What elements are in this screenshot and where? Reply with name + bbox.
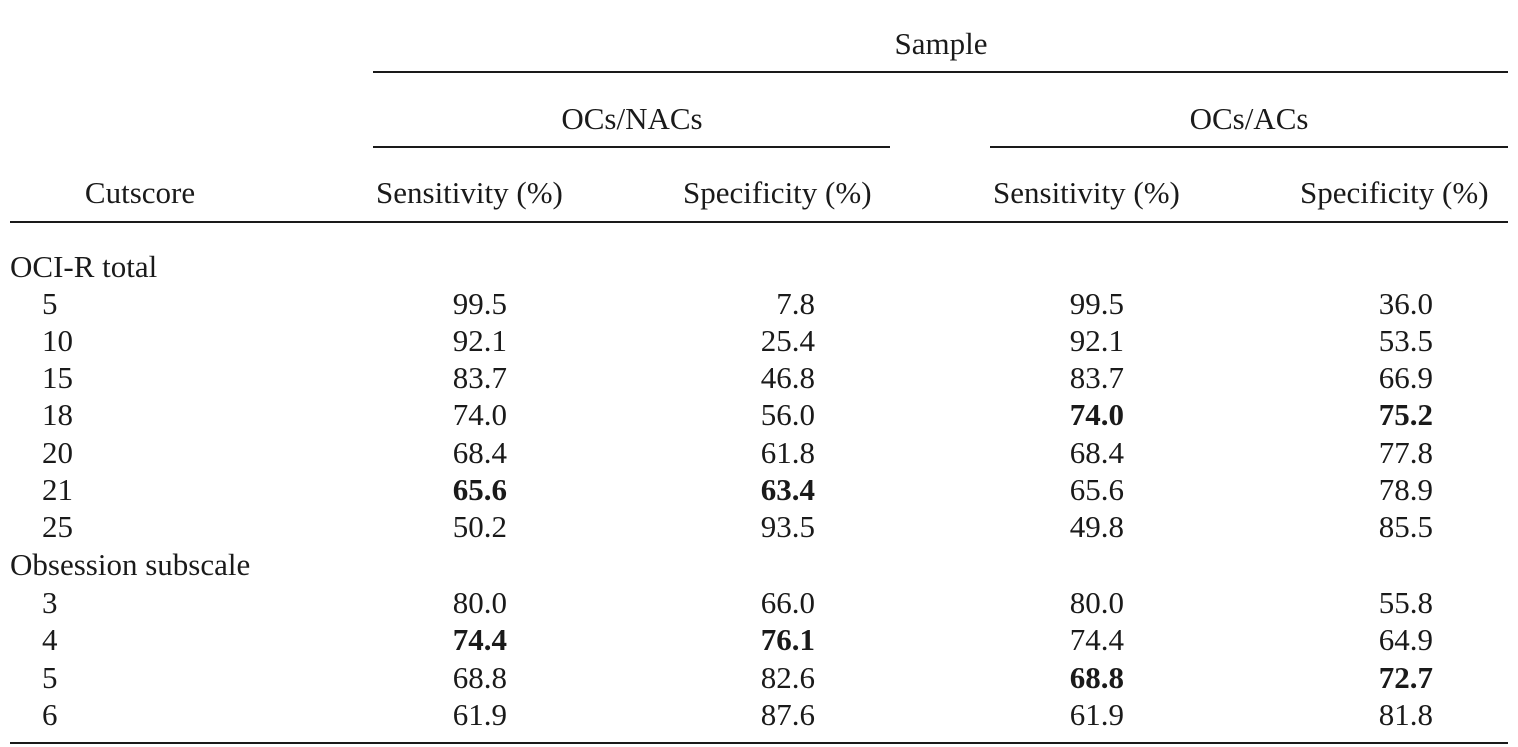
nac-specificity-cell: 61.8 (760, 435, 815, 470)
ac-sensitivity-cell: 83.7 (1069, 360, 1124, 395)
ac-specificity-cell: 55.8 (1378, 585, 1433, 620)
ac-specificity-cell: 77.8 (1378, 435, 1433, 470)
ac-sensitivity-cell: 49.8 (1069, 509, 1124, 544)
cutscore-cell: 18 (42, 397, 73, 432)
ac-specificity-cell: 36.0 (1378, 286, 1433, 321)
column-header-ac-sensitivity: Sensitivity (%) (993, 175, 1180, 210)
ac-sensitivity-cell: 80.0 (1069, 585, 1124, 620)
ac-specificity-cell: 66.9 (1378, 360, 1433, 395)
ac-specificity-cell: 85.5 (1378, 509, 1433, 544)
nac-sensitivity-cell: 65.6 (452, 472, 507, 507)
ac-specificity-cell: 64.9 (1378, 622, 1433, 657)
ac-sensitivity-cell: 61.9 (1069, 697, 1124, 732)
table-bottom-rule (10, 742, 1508, 744)
ac-sensitivity-cell: 68.4 (1069, 435, 1124, 470)
section-title-obsession-subscale: Obsession subscale (10, 547, 251, 582)
ac-sensitivity-cell: 92.1 (1069, 323, 1124, 358)
ac-sensitivity-cell: 68.8 (1069, 660, 1124, 695)
cutscore-cell: 3 (42, 585, 58, 620)
header-bottom-rule (10, 221, 1508, 223)
ac-specificity-cell: 75.2 (1378, 397, 1433, 432)
ac-specificity-cell: 78.9 (1378, 472, 1433, 507)
column-header-cutscore: Cutscore (84, 175, 196, 210)
nac-sensitivity-cell: 50.2 (452, 509, 507, 544)
group-header-ocs-acs: OCs/ACs (1189, 101, 1309, 136)
nac-sensitivity-cell: 74.0 (452, 397, 507, 432)
cutscore-cell: 5 (42, 286, 58, 321)
group-rule-ocs-nacs (373, 146, 890, 148)
ac-specificity-cell: 72.7 (1378, 660, 1433, 695)
nac-sensitivity-cell: 74.4 (452, 622, 507, 657)
nac-sensitivity-cell: 83.7 (452, 360, 507, 395)
sample-rule (373, 71, 1508, 73)
nac-sensitivity-cell: 68.4 (452, 435, 507, 470)
nac-sensitivity-cell: 80.0 (452, 585, 507, 620)
nac-specificity-cell: 25.4 (760, 323, 815, 358)
column-header-ac-specificity: Specificity (%) (1300, 175, 1489, 210)
section-title-oci-r-total: OCI-R total (10, 249, 158, 284)
group-rule-ocs-acs (990, 146, 1508, 148)
nac-sensitivity-cell: 92.1 (452, 323, 507, 358)
nac-specificity-cell: 56.0 (760, 397, 815, 432)
nac-specificity-cell: 93.5 (760, 509, 815, 544)
ac-specificity-cell: 81.8 (1378, 697, 1433, 732)
ac-sensitivity-cell: 74.0 (1069, 397, 1124, 432)
sample-header: Sample (894, 26, 988, 61)
ac-sensitivity-cell: 74.4 (1069, 622, 1124, 657)
cutscore-cell: 21 (42, 472, 73, 507)
nac-specificity-cell: 76.1 (760, 622, 815, 657)
ac-sensitivity-cell: 65.6 (1069, 472, 1124, 507)
nac-specificity-cell: 87.6 (760, 697, 815, 732)
nac-specificity-cell: 66.0 (760, 585, 815, 620)
nac-specificity-cell: 46.8 (760, 360, 815, 395)
cutscore-cell: 4 (42, 622, 58, 657)
nac-specificity-cell: 82.6 (760, 660, 815, 695)
nac-specificity-cell: 63.4 (760, 472, 815, 507)
column-header-nac-specificity: Specificity (%) (683, 175, 872, 210)
cutscore-cell: 5 (42, 660, 58, 695)
cutscore-cell: 25 (42, 509, 73, 544)
cutscore-cell: 15 (42, 360, 73, 395)
ac-specificity-cell: 53.5 (1378, 323, 1433, 358)
column-header-nac-sensitivity: Sensitivity (%) (376, 175, 563, 210)
nac-sensitivity-cell: 99.5 (452, 286, 507, 321)
nac-specificity-cell: 7.8 (776, 286, 815, 321)
cutscore-cell: 6 (42, 697, 58, 732)
nac-sensitivity-cell: 61.9 (452, 697, 507, 732)
nac-sensitivity-cell: 68.8 (452, 660, 507, 695)
cutscore-cell: 10 (42, 323, 73, 358)
ac-sensitivity-cell: 99.5 (1069, 286, 1124, 321)
cutscore-cell: 20 (42, 435, 73, 470)
group-header-ocs-nacs: OCs/NACs (561, 101, 703, 136)
